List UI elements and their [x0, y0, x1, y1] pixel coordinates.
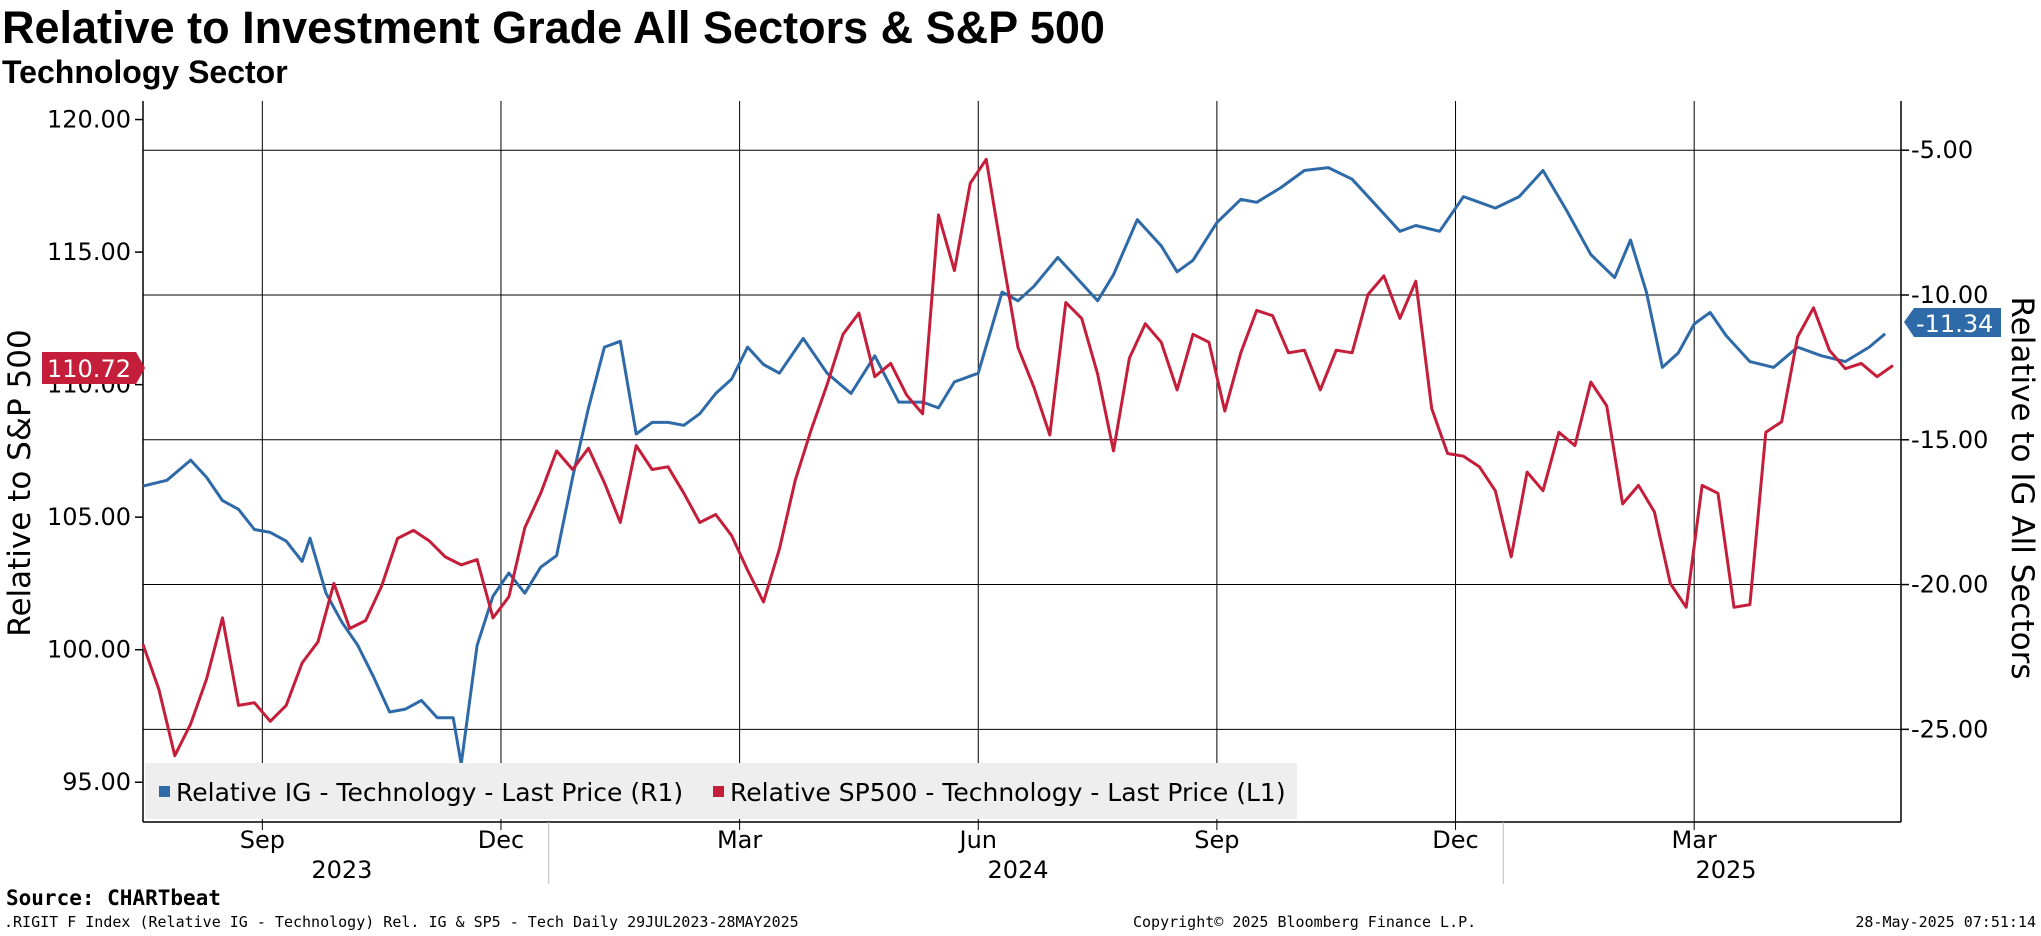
last-value-tag-right: -11.34	[1904, 308, 2001, 338]
right-tick-label: -10.00	[1911, 281, 1988, 309]
month-label: Sep	[240, 826, 285, 854]
month-label: Jun	[957, 826, 997, 854]
left-axis-label: Relative to S&P 500	[2, 329, 38, 636]
year-label: 2023	[311, 856, 372, 884]
series-line-sp500-technology	[141, 157, 1894, 758]
right-axis-label: Relative to IG All Sectors	[2004, 297, 2040, 680]
left-tick-label: 105.00	[47, 503, 131, 531]
year-label: 2024	[987, 856, 1048, 884]
left-tick-label: 95.00	[62, 768, 131, 796]
chart-subtitle: Technology Sector	[2, 54, 288, 90]
month-label: Sep	[1194, 826, 1239, 854]
last-value-tag-left: 110.72	[42, 352, 145, 384]
last-value-right: -11.34	[1916, 310, 1993, 338]
horizontal-gridlines	[143, 149, 1901, 730]
right-tick-label: -25.00	[1911, 715, 1988, 743]
left-tick-label: 100.00	[47, 636, 131, 664]
right-tick-label: -5.00	[1911, 136, 1973, 164]
series-layer	[141, 157, 1894, 766]
legend-label-ig: Relative IG - Technology - Last Price (R…	[176, 778, 683, 807]
last-value-left: 110.72	[47, 355, 131, 383]
chart-title: Relative to Investment Grade All Sectors…	[2, 2, 1105, 53]
series-line-ig-technology	[142, 166, 1887, 766]
month-label: Dec	[1432, 826, 1478, 854]
left-tick-label: 115.00	[47, 238, 131, 266]
legend-swatch-blue	[159, 786, 170, 797]
legend-swatch-red	[713, 786, 724, 797]
month-label: Mar	[717, 826, 762, 854]
year-label: 2025	[1695, 856, 1756, 884]
right-axis-ticks: -5.00 -10.00 -15.00 -20.00 -25.00	[1901, 136, 1988, 743]
source-note: Source: CHARTbeat	[6, 886, 221, 910]
left-tick-label: 120.00	[47, 106, 131, 134]
legend-label-sp500: Relative SP500 - Technology - Last Price…	[730, 778, 1286, 807]
timestamp: 28-May-2025 07:51:14	[1855, 913, 2036, 931]
month-label: Dec	[478, 826, 524, 854]
right-tick-label: -20.00	[1911, 571, 1988, 599]
right-tick-label: -15.00	[1911, 426, 1988, 454]
month-label: Mar	[1672, 826, 1717, 854]
copyright: Copyright© 2025 Bloomberg Finance L.P.	[1133, 913, 1477, 931]
legend: Relative IG - Technology - Last Price (R…	[145, 763, 1297, 819]
index-info: .RIGIT F Index (Relative IG - Technology…	[4, 913, 799, 931]
vertical-gridlines	[261, 101, 1695, 822]
x-axis-ticks: Sep Dec Mar Jun Sep Dec Mar 2023 2024 2025	[240, 822, 1757, 884]
